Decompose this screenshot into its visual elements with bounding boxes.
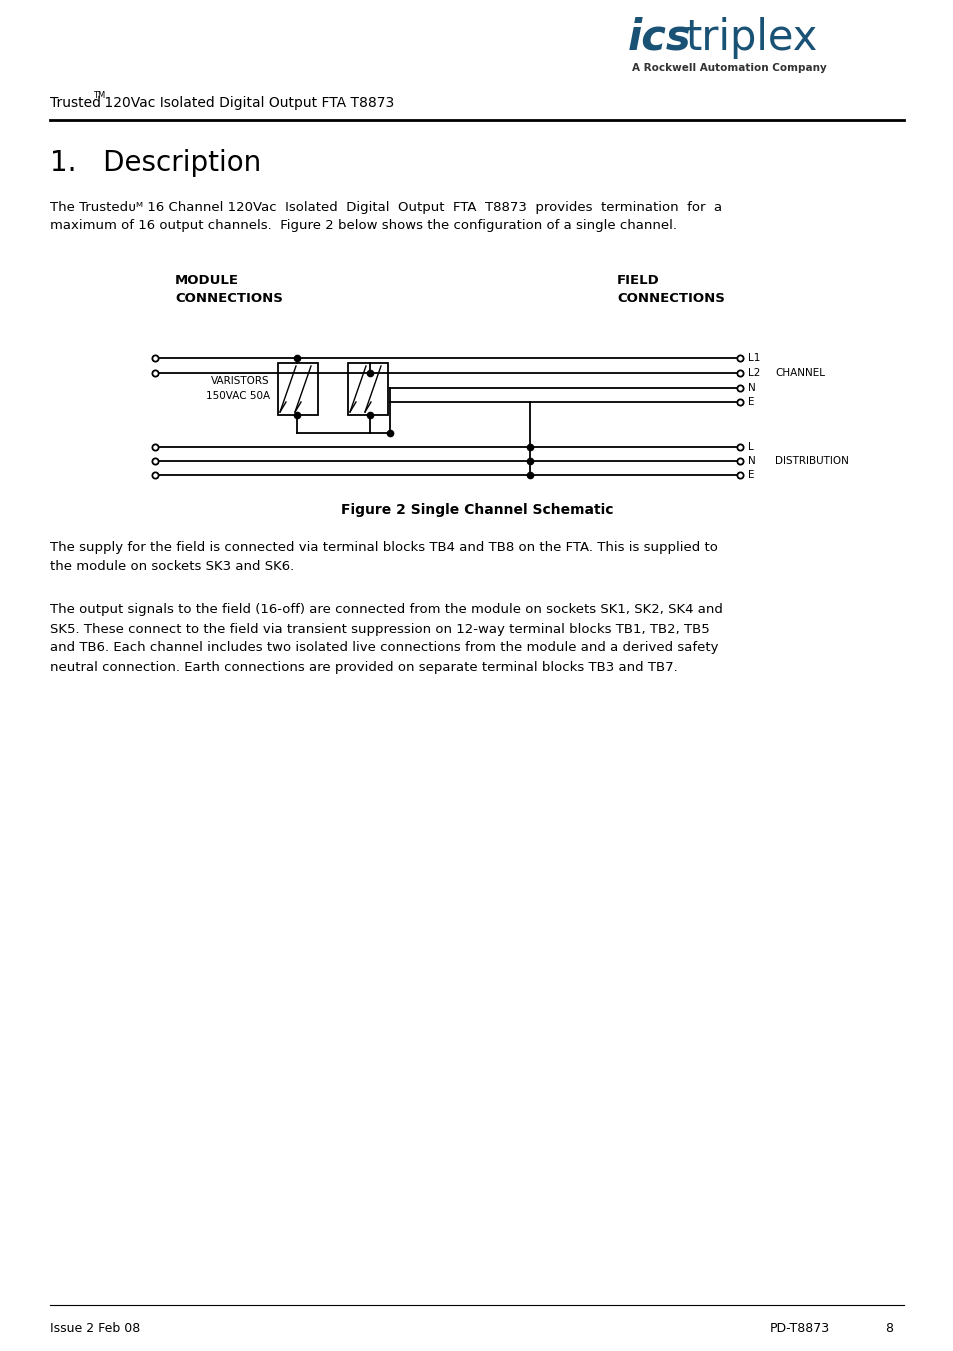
Text: 8: 8 [884, 1321, 892, 1335]
Text: DISTRIBUTION: DISTRIBUTION [774, 457, 848, 466]
Text: maximum of 16 output channels.  Figure 2 below shows the configuration of a sing: maximum of 16 output channels. Figure 2 … [50, 219, 677, 232]
Text: VARISTORS: VARISTORS [212, 376, 270, 386]
Text: 1.   Description: 1. Description [50, 149, 261, 177]
Text: 150VAC 50A: 150VAC 50A [206, 390, 270, 401]
Text: N: N [747, 382, 755, 393]
Text: The Trustedᴜᴹ 16 Channel 120Vac  Isolated  Digital  Output  FTA  T8873  provides: The Trustedᴜᴹ 16 Channel 120Vac Isolated… [50, 200, 721, 213]
Text: triplex: triplex [685, 18, 818, 59]
Text: L2: L2 [747, 367, 760, 378]
Text: E: E [747, 397, 754, 407]
Text: The output signals to the field (16-off) are connected from the module on socket: The output signals to the field (16-off)… [50, 604, 722, 616]
Text: Trusted: Trusted [50, 96, 101, 109]
Bar [277, 363, 317, 415]
Text: TM: TM [92, 91, 105, 100]
Text: CONNECTIONS: CONNECTIONS [617, 292, 724, 304]
Bar [348, 363, 388, 415]
Text: 120Vac Isolated Digital Output FTA T8873: 120Vac Isolated Digital Output FTA T8873 [100, 96, 394, 109]
Text: N: N [747, 457, 755, 466]
Text: Issue 2 Feb 08: Issue 2 Feb 08 [50, 1321, 140, 1335]
Text: MODULE: MODULE [174, 273, 239, 286]
Text: CONNECTIONS: CONNECTIONS [174, 292, 283, 304]
Text: L1: L1 [747, 353, 760, 363]
Text: A Rockwell Automation Company: A Rockwell Automation Company [631, 63, 826, 73]
Text: CHANNEL: CHANNEL [774, 367, 824, 378]
Text: L: L [747, 442, 753, 453]
Text: The supply for the field is connected via terminal blocks TB4 and TB8 on the FTA: The supply for the field is connected vi… [50, 542, 717, 554]
Text: the module on sockets SK3 and SK6.: the module on sockets SK3 and SK6. [50, 561, 294, 574]
Text: SK5. These connect to the field via transient suppression on 12-way terminal blo: SK5. These connect to the field via tran… [50, 623, 709, 635]
Text: neutral connection. Earth connections are provided on separate terminal blocks T: neutral connection. Earth connections ar… [50, 661, 677, 674]
Text: ics: ics [627, 18, 691, 59]
Text: Figure 2 Single Channel Schematic: Figure 2 Single Channel Schematic [340, 503, 613, 517]
Text: and TB6. Each channel includes two isolated live connections from the module and: and TB6. Each channel includes two isola… [50, 642, 718, 654]
Text: PD-T8873: PD-T8873 [769, 1321, 829, 1335]
Text: E: E [747, 470, 754, 480]
Text: FIELD: FIELD [617, 273, 659, 286]
